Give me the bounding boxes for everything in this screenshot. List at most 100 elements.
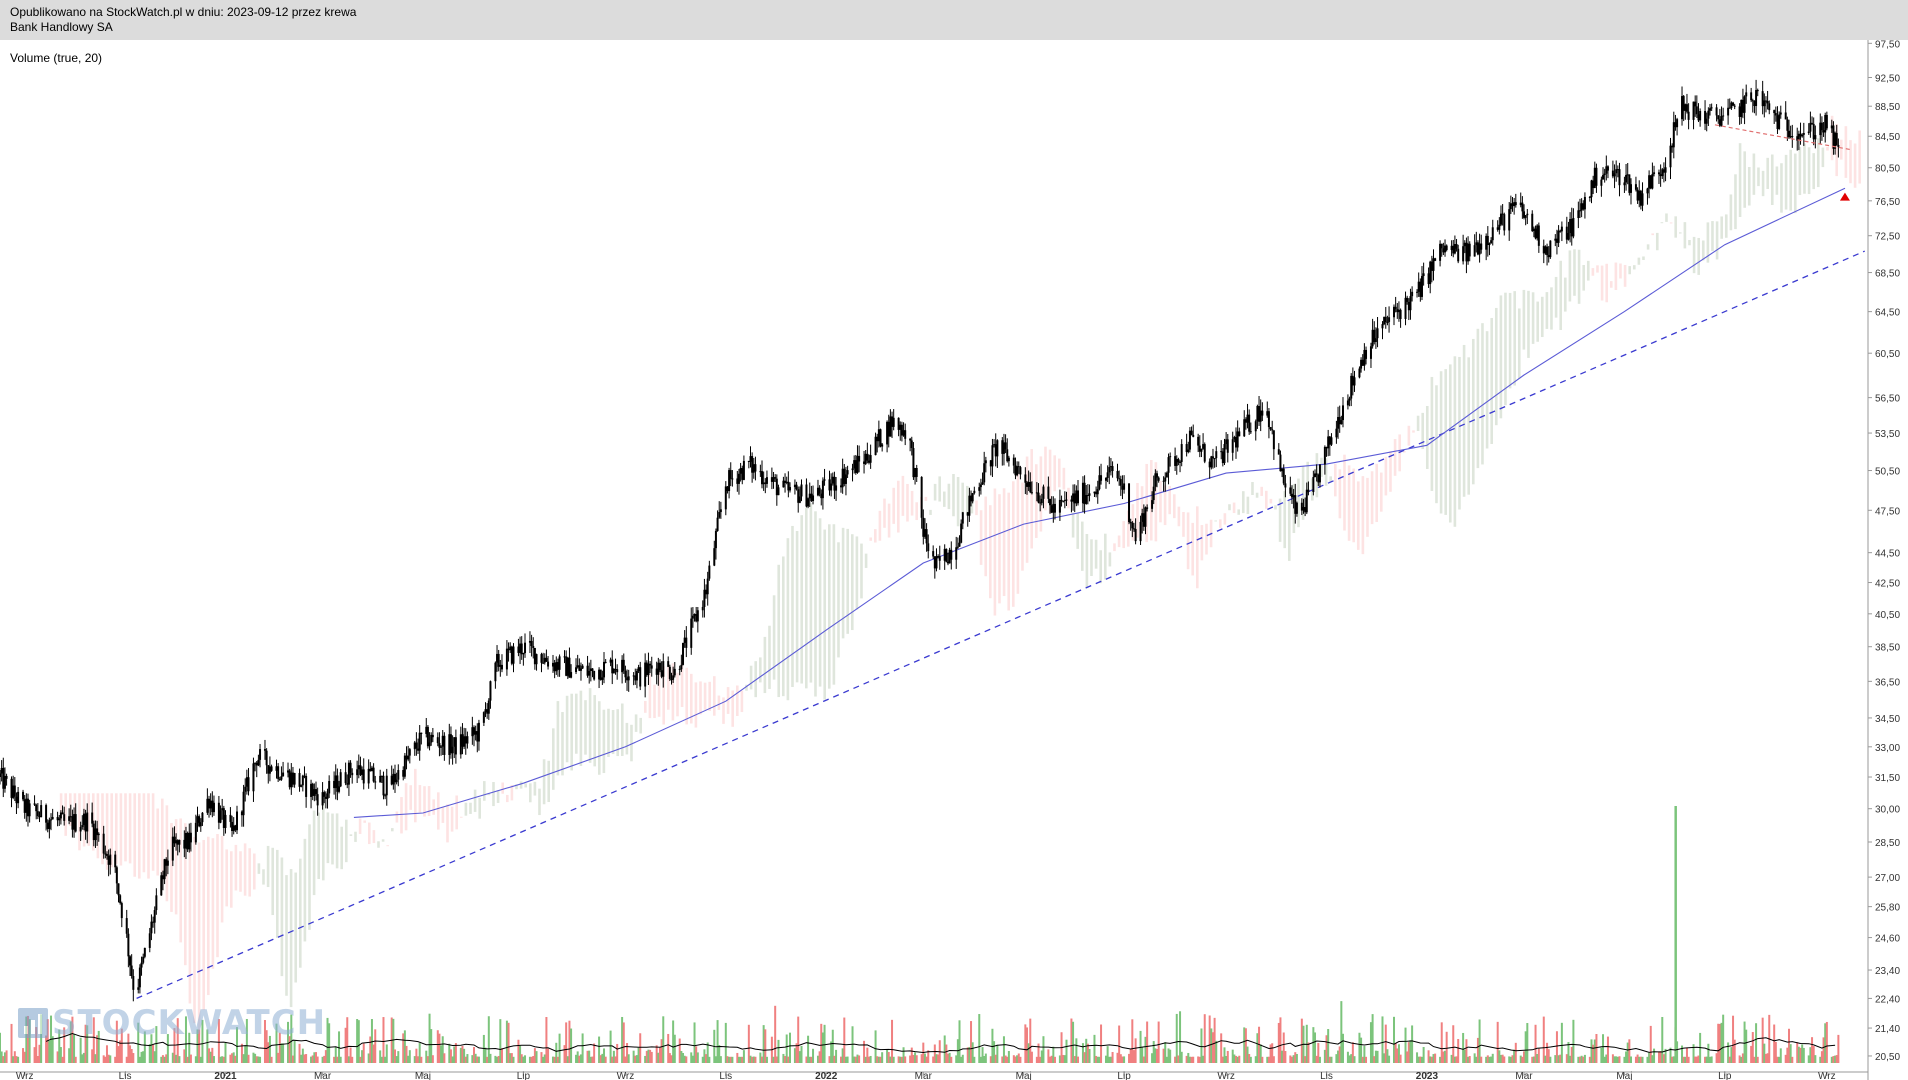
candle-body — [349, 762, 352, 773]
candle-body — [1486, 235, 1489, 245]
cloud-slice — [478, 797, 481, 819]
volume-bar — [923, 1053, 926, 1063]
candle-body — [1360, 359, 1363, 369]
candle-body — [1165, 472, 1168, 478]
volume-bar — [413, 1056, 416, 1063]
candle-body — [449, 734, 452, 754]
cloud-slice — [1113, 543, 1116, 552]
volume-bar — [867, 1056, 870, 1063]
cloud-slice — [1241, 491, 1245, 514]
candle-body — [369, 768, 372, 772]
candle-body — [1583, 196, 1586, 210]
volume-bar — [835, 1049, 838, 1063]
volume-bar — [1514, 1042, 1517, 1063]
volume-bar — [1764, 1053, 1767, 1063]
volume-bar — [634, 1055, 637, 1063]
volume-bar — [1434, 1053, 1437, 1063]
candle-body — [1697, 114, 1700, 121]
cloud-slice — [685, 667, 688, 725]
candle-body — [1200, 448, 1203, 452]
volume-bar — [1588, 1056, 1591, 1063]
volume-bar — [117, 1046, 120, 1063]
volume-bar — [219, 1056, 222, 1063]
candle-body — [682, 642, 685, 665]
candle-body — [1743, 96, 1746, 113]
volume-bar — [474, 1053, 477, 1063]
volume-bar — [303, 1054, 306, 1063]
candle-body — [143, 947, 146, 957]
cloud-slice — [308, 824, 311, 930]
volume-bar — [1704, 1056, 1707, 1063]
volume-bar — [74, 1056, 77, 1063]
candle-body — [102, 833, 105, 854]
candle-body — [737, 473, 740, 484]
volume-bar — [576, 1051, 579, 1063]
candle-body — [683, 637, 686, 643]
candle-body — [487, 700, 490, 714]
volume-bar — [301, 1048, 304, 1063]
candle-body — [1139, 521, 1142, 542]
volume-bar — [208, 1048, 211, 1063]
cloud-slice — [556, 701, 560, 776]
candle-body — [1595, 167, 1598, 186]
volume-bar — [749, 1055, 752, 1063]
candle-body — [981, 482, 984, 485]
candle-body — [693, 614, 696, 616]
candle-body — [1404, 297, 1407, 319]
candle-body — [1745, 92, 1748, 97]
volume-bar — [22, 1048, 25, 1063]
candle-body — [1053, 503, 1056, 513]
volume-bar — [138, 1056, 141, 1063]
volume-bar — [1244, 1028, 1247, 1063]
x-tick-label: Wrz — [16, 1071, 34, 1080]
candle-body — [714, 530, 717, 549]
volume-bar — [996, 1044, 999, 1063]
volume-bar — [1778, 1056, 1781, 1063]
volume-bar — [1554, 1055, 1557, 1063]
cloud-slice — [602, 709, 606, 774]
volume-bar — [244, 1045, 247, 1063]
volume-bar — [1202, 1055, 1205, 1063]
volume-bar — [797, 1016, 800, 1063]
candle-body — [94, 828, 97, 841]
candle-body — [1611, 170, 1614, 177]
volume-bar — [1618, 1056, 1621, 1063]
volume-bar — [1338, 1046, 1341, 1063]
candle-body — [461, 734, 464, 747]
volume-bar — [222, 1056, 225, 1063]
candle-body — [28, 803, 31, 817]
volume-bar — [1636, 1054, 1639, 1063]
candle-body — [729, 470, 732, 479]
candle-body — [235, 811, 238, 831]
volume-bar — [588, 1050, 591, 1063]
cloud-slice — [1375, 463, 1378, 523]
candle-body — [1211, 456, 1214, 459]
volume-bar — [807, 1035, 810, 1063]
volume-bar — [925, 1056, 928, 1063]
volume-bar — [719, 1056, 722, 1063]
candle-body — [1420, 276, 1423, 297]
candle-body — [566, 657, 569, 676]
volume-bar — [1180, 1051, 1183, 1063]
cloud-slice — [124, 793, 127, 862]
candle-body — [22, 791, 25, 800]
candle-body — [212, 802, 215, 813]
volume-bar — [1142, 1056, 1145, 1063]
volume-bar — [1445, 1031, 1448, 1063]
candle-body — [774, 477, 777, 479]
volume-bar — [785, 1034, 788, 1063]
volume-bar — [645, 1050, 648, 1063]
candle-body — [1753, 100, 1756, 107]
volume-bar — [1569, 1055, 1572, 1063]
candle-body — [120, 903, 123, 919]
price-chart[interactable]: 97,5092,5088,5084,5080,5076,5072,5068,50… — [0, 40, 1908, 1080]
volume-bar — [1578, 1056, 1581, 1063]
moving-average-line — [353, 187, 1846, 818]
volume-bar — [1741, 1053, 1744, 1063]
volume-bar — [798, 1051, 801, 1063]
volume-bar — [1837, 1034, 1840, 1063]
cloud-slice — [896, 480, 900, 533]
volume-bar — [1187, 1052, 1190, 1063]
volume-bar — [1634, 1056, 1637, 1063]
volume-bar — [1249, 1056, 1252, 1063]
